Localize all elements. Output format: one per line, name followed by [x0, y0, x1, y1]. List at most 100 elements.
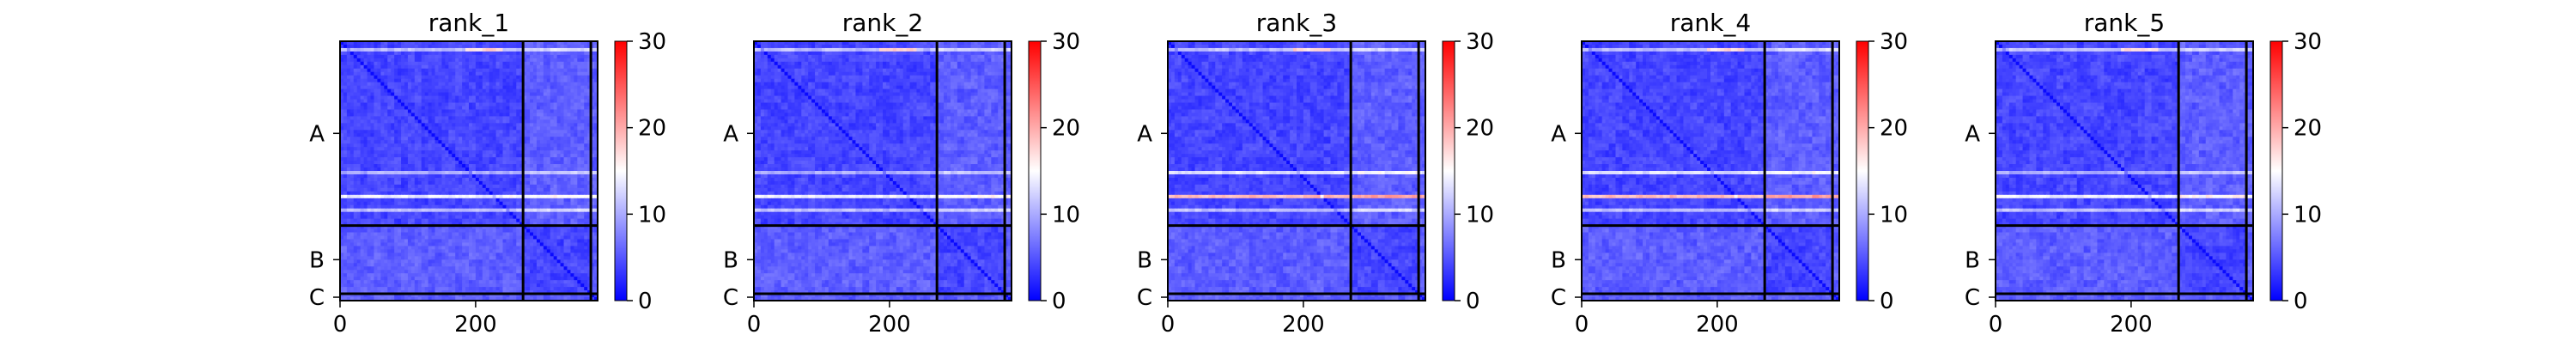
heatmap-cell [563, 171, 568, 175]
heatmap-cell [452, 204, 456, 210]
heatmap-cell [363, 235, 368, 240]
heatmap-cell [513, 174, 517, 179]
heatmap-cell [455, 95, 459, 100]
heatmap-cell [567, 157, 572, 161]
heatmap-cell [519, 187, 524, 192]
heatmap-cell [407, 161, 412, 165]
heatmap-cell [414, 174, 419, 179]
heatmap-cell [340, 64, 344, 70]
heatmap-cell [356, 232, 361, 237]
heatmap-cell [556, 123, 562, 127]
heatmap-cell [380, 109, 385, 114]
heatmap-cell [380, 174, 385, 179]
heatmap-cell [526, 157, 531, 161]
heatmap-cell [475, 92, 480, 97]
heatmap-cell [452, 232, 456, 237]
heatmap-cell [421, 88, 426, 94]
heatmap-cell [499, 201, 504, 206]
heatmap-cell [550, 232, 555, 237]
heatmap-cell [340, 95, 344, 100]
heatmap-cell [434, 41, 440, 46]
heatmap-cell [475, 99, 480, 104]
heatmap-cell [509, 253, 513, 257]
heatmap-cell [577, 164, 581, 168]
heatmap-cell [482, 119, 487, 124]
heatmap-cell [567, 256, 572, 260]
heatmap-cell [428, 177, 433, 182]
heatmap-cell [377, 95, 381, 100]
heatmap-cell [539, 228, 544, 234]
heatmap-cell [506, 51, 510, 56]
heatmap-cell [370, 215, 375, 220]
heatmap-cell [428, 44, 433, 49]
heatmap-cell [349, 61, 355, 66]
heatmap-cell [550, 106, 555, 111]
heatmap-cell [431, 167, 436, 172]
heatmap-cell [567, 85, 572, 90]
heatmap-cell [523, 143, 527, 148]
heatmap-cell [384, 191, 388, 196]
heatmap-cell [370, 239, 375, 244]
heatmap-cell [492, 133, 497, 137]
heatmap-cell [424, 78, 429, 83]
heatmap-cell [502, 71, 507, 76]
heatmap-cell [421, 126, 426, 131]
heatmap-cell [543, 150, 548, 155]
heatmap-cell [526, 228, 531, 234]
heatmap-cell [349, 201, 355, 206]
heatmap-cell [356, 164, 361, 168]
heatmap-cell [349, 208, 355, 213]
heatmap-cell [421, 61, 426, 66]
heatmap-cell [567, 232, 572, 237]
heatmap-cell [455, 92, 459, 97]
heatmap-cell [346, 157, 351, 161]
heatmap-cell [346, 246, 351, 250]
heatmap-cell [543, 228, 548, 234]
heatmap-cell [567, 130, 572, 134]
heatmap-cell [404, 102, 409, 107]
heatmap-cell [384, 157, 388, 161]
heatmap-cell [455, 161, 459, 165]
heatmap-cell [391, 242, 395, 247]
heatmap-cell [356, 246, 361, 250]
heatmap-cell [465, 130, 470, 134]
heatmap-cell [516, 150, 520, 155]
heatmap-cell [580, 228, 585, 234]
heatmap-cell [401, 85, 405, 90]
heatmap-cell [591, 119, 595, 124]
heatmap-cell [363, 137, 368, 141]
heatmap-cell [539, 54, 544, 59]
heatmap-cell [380, 204, 385, 210]
heatmap-cell [414, 167, 419, 172]
heatmap-cell [489, 180, 494, 186]
heatmap-cell [401, 161, 405, 165]
heatmap-cell [506, 194, 510, 199]
heatmap-cell [485, 201, 490, 206]
heatmap-cell [445, 61, 449, 66]
heatmap-cell [519, 123, 524, 127]
heatmap-cell [519, 75, 524, 80]
heatmap-cell [421, 113, 426, 118]
heatmap-cell [495, 171, 501, 175]
heatmap-cell [519, 106, 524, 111]
heatmap-cell [428, 154, 433, 158]
heatmap-cell [516, 47, 520, 52]
heatmap-cell [410, 249, 416, 253]
heatmap-cell [536, 215, 541, 220]
heatmap-cell [465, 218, 470, 223]
heatmap-cell [465, 228, 470, 234]
heatmap-cell [530, 232, 534, 237]
heatmap-cell [445, 116, 449, 120]
heatmap-cell [509, 222, 513, 227]
heatmap-cell [495, 235, 501, 240]
heatmap-cell [459, 208, 463, 213]
heatmap-cell [434, 235, 440, 240]
heatmap-cell [523, 242, 527, 247]
heatmap-cell [410, 225, 416, 230]
heatmap-cell [462, 191, 466, 196]
heatmap-cell [530, 41, 534, 46]
heatmap-cell [587, 201, 592, 206]
heatmap-cell [580, 177, 585, 182]
heatmap-cell [577, 47, 581, 52]
heatmap-cell [404, 180, 409, 186]
